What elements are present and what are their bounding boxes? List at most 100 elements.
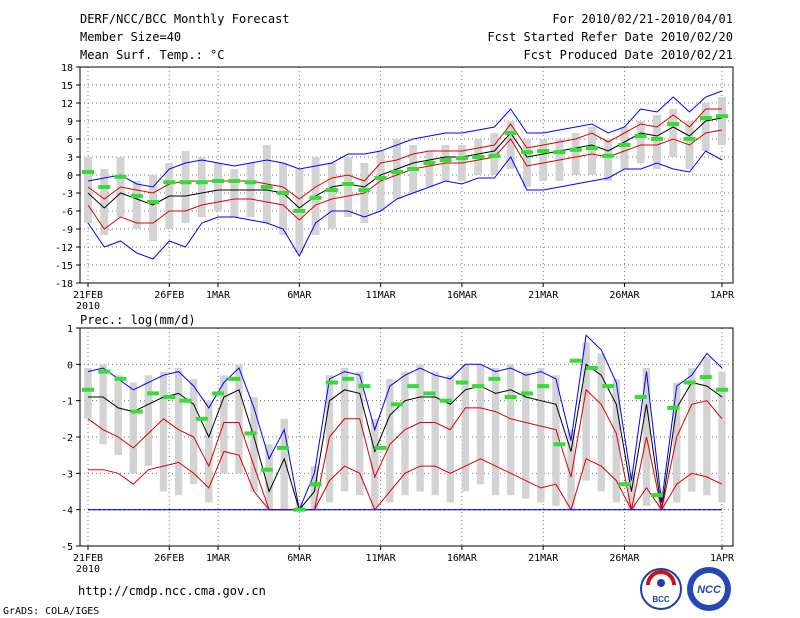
temperature-marker (569, 147, 582, 152)
temperature-marker (325, 188, 338, 192)
precip-marker (472, 384, 485, 389)
temperature-marker (309, 195, 322, 200)
precip-spread-bar (552, 375, 560, 507)
precip-spread-bar (537, 367, 545, 503)
temperature-marker (358, 188, 371, 192)
temperature-x-tick-label: 11MAR (366, 290, 397, 301)
temperature-spread-bar (197, 157, 206, 217)
temperature-spread-bar (620, 127, 629, 169)
temperature-spread-bar (279, 163, 288, 235)
precip-marker (488, 376, 501, 381)
precip-marker (309, 482, 322, 487)
precip-marker (82, 387, 94, 392)
precip-spread-bar (174, 367, 183, 496)
temperature-marker (488, 153, 501, 158)
temperature-spread-bar (132, 181, 141, 229)
precip-spread-bar (99, 364, 107, 445)
temperature-y-tick-label: 18 (61, 63, 73, 74)
temperature-spread-bar (149, 175, 157, 241)
precip-spread-bar (159, 371, 168, 492)
precipitation-chart: 1 0 -1 -2 -3 -4 -5 21FEB 26FEB 1MAR 6MAR 11MAR 16MA… (61, 324, 735, 575)
precip-marker (618, 482, 631, 487)
precip-marker (407, 384, 420, 389)
temperature-marker (472, 155, 485, 159)
temperature-spread-bar (718, 97, 726, 145)
precipitation-x-axis: 21FEB 26FEB 1MAR 6MAR 11MAR 16MAR 21MAR 26MAR 1A… (73, 546, 735, 575)
temperature-spread-bar (701, 103, 710, 151)
precip-x-tick-label: 26FEB (154, 553, 184, 564)
bcc-logo-arc (646, 570, 676, 586)
temperature-marker (407, 167, 420, 171)
temperature-marker (585, 146, 598, 150)
precip-spread-bar (280, 418, 288, 510)
precip-spread-bar (114, 375, 122, 456)
temperature-marker (342, 182, 355, 186)
precip-line-max (87, 334, 723, 512)
precip-spread-bar (235, 364, 243, 474)
precip-x-tick-label: 21MAR (528, 553, 559, 564)
temperature-line-ens_high (87, 129, 723, 230)
temperature-y-tick-label: 9 (67, 117, 73, 128)
precip-spread-bar (461, 364, 470, 492)
ncc-logo: NCC (687, 567, 731, 611)
precip-marker (130, 409, 143, 414)
temperature-line-min (87, 90, 723, 188)
precip-y-tick-label: 0 (67, 360, 73, 371)
precip-marker (699, 375, 712, 380)
precip-spread-bar (673, 382, 681, 503)
temperature-marker (455, 156, 468, 161)
temperature-x-axis: 21FEB 26FEB 1MAR 6MAR 11MAR 16MAR 21MAR 26MAR 1A… (73, 283, 735, 312)
temperature-spread-bar (669, 109, 678, 157)
source-url[interactable]: http://cmdp.ncc.cma.gov.cn (78, 584, 266, 598)
temperature-line-ens_low (87, 108, 722, 200)
precip-marker (585, 365, 598, 370)
temperature-markers (82, 114, 728, 213)
precip-marker (179, 398, 192, 403)
bcc-logo: BCC (640, 568, 682, 610)
precip-spread-bar (446, 375, 454, 503)
precipitation-y-axis: 1 0 -1 -2 -3 -4 -5 (61, 324, 80, 553)
temperature-spread-bar (344, 157, 353, 217)
temperature-lines (87, 90, 723, 260)
temperature-y-tick-label: 3 (67, 153, 73, 164)
precip-marker (325, 380, 338, 385)
temperature-spread-bar (181, 151, 190, 223)
temperature-marker (716, 114, 728, 119)
precip-y-tick-label: -4 (61, 506, 73, 517)
precip-marker (602, 384, 615, 389)
precip-chart-title: Prec.: log(mm/d) (80, 313, 196, 327)
bcc-logo-text: BCC (652, 595, 670, 604)
temperature-line-max (87, 150, 723, 260)
temperature-spread-bar (230, 169, 239, 217)
temperature-marker (82, 170, 94, 174)
ncc-logo-text: NCC (697, 584, 722, 596)
temperature-x-tick-label: 26MAR (609, 290, 640, 301)
temperature-marker (634, 134, 647, 138)
precip-spread-bar (310, 466, 319, 510)
precip-spread-bar (265, 444, 273, 510)
temperature-spread-bar (653, 115, 661, 169)
temperature-spread-bar (214, 163, 223, 211)
precip-spread-bar (401, 371, 409, 496)
precip-marker (260, 467, 273, 472)
temperature-spread-bar (636, 121, 645, 163)
precip-y-tick-label: -2 (61, 433, 73, 444)
period-label: For 2010/02/21-2010/04/01 (552, 12, 733, 26)
temperature-x-tick-label: 6MAR (287, 290, 312, 301)
precip-x-tick-label: 21FEB (73, 553, 103, 564)
temperature-spread-bar (539, 139, 548, 181)
bcc-logo-dot (657, 579, 665, 587)
precip-spread-bar (144, 375, 153, 467)
precip-x-year-label: 2010 (76, 564, 100, 575)
precip-marker (683, 380, 696, 385)
precip-marker (537, 384, 550, 389)
precip-y-tick-label: -1 (61, 397, 73, 408)
precip-line-ens_low (88, 450, 723, 511)
temperature-marker (277, 191, 290, 195)
precipitation-lines (87, 334, 723, 512)
precip-spread-bar (491, 367, 500, 496)
grads-credit: GrADS: COLA/IGES (3, 606, 99, 617)
temperature-marker (504, 131, 517, 135)
precip-y-tick-label: -5 (61, 542, 73, 553)
